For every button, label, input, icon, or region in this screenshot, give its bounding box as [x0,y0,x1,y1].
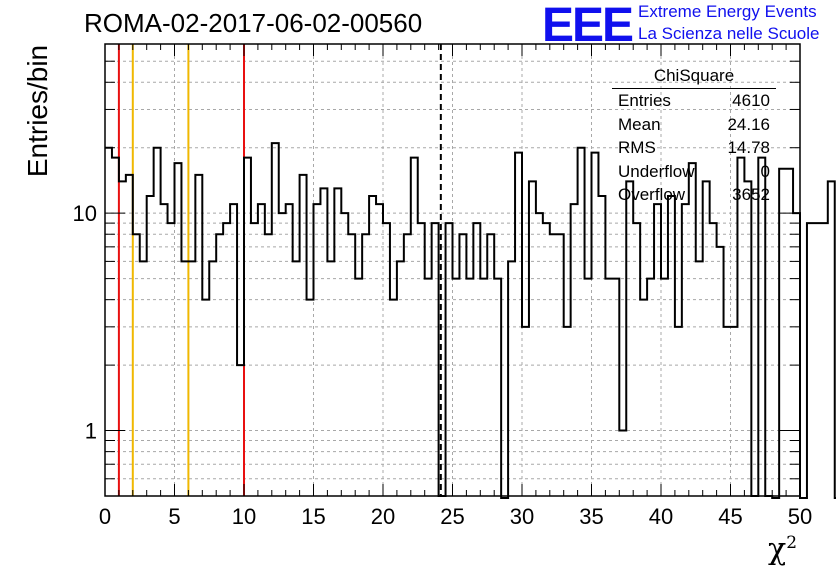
x-tick-label: 25 [440,504,464,529]
stats-row-overflow: Overflow 3652 [618,185,770,204]
y-axis-label: Entries/bin [22,44,53,178]
stats-row-mean: Mean 24.16 [618,114,770,134]
stats-row-underflow: Underflow 0 [618,161,770,181]
y-tick-label: 1 [85,419,97,444]
x-tick-label: 10 [232,504,256,529]
x-tick-label: 50 [788,504,812,529]
logo-subtitle-line2: La Scienza nelle Scuole [638,24,820,43]
x-tick-label: 35 [579,504,603,529]
x-tick-label: 0 [99,504,111,529]
x-tick-label: 5 [168,504,180,529]
plot-title: ROMA-02-2017-06-02-00560 [84,8,423,38]
stats-row-entries: Entries 4610 [618,91,770,110]
x-tick-label: 15 [301,504,325,529]
y-tick-label: 10 [73,201,97,226]
logo-subtitle-line1: Extreme Energy Events [638,2,817,21]
x-tick-label: 20 [371,504,395,529]
x-tick-label: 45 [718,504,742,529]
eee-logo-mark: EEE [542,0,634,52]
x-tick-label: 40 [649,504,673,529]
stats-row-rms: RMS 14.78 [618,138,770,157]
x-tick-label: 30 [510,504,534,529]
stats-box-title: ChiSquare [612,66,776,89]
stats-box: ChiSquare Entries 4610 Mean 24.16 RMS 14.78… [610,66,778,207]
histogram-series [105,142,836,499]
x-axis-label: χ2 [768,532,798,567]
